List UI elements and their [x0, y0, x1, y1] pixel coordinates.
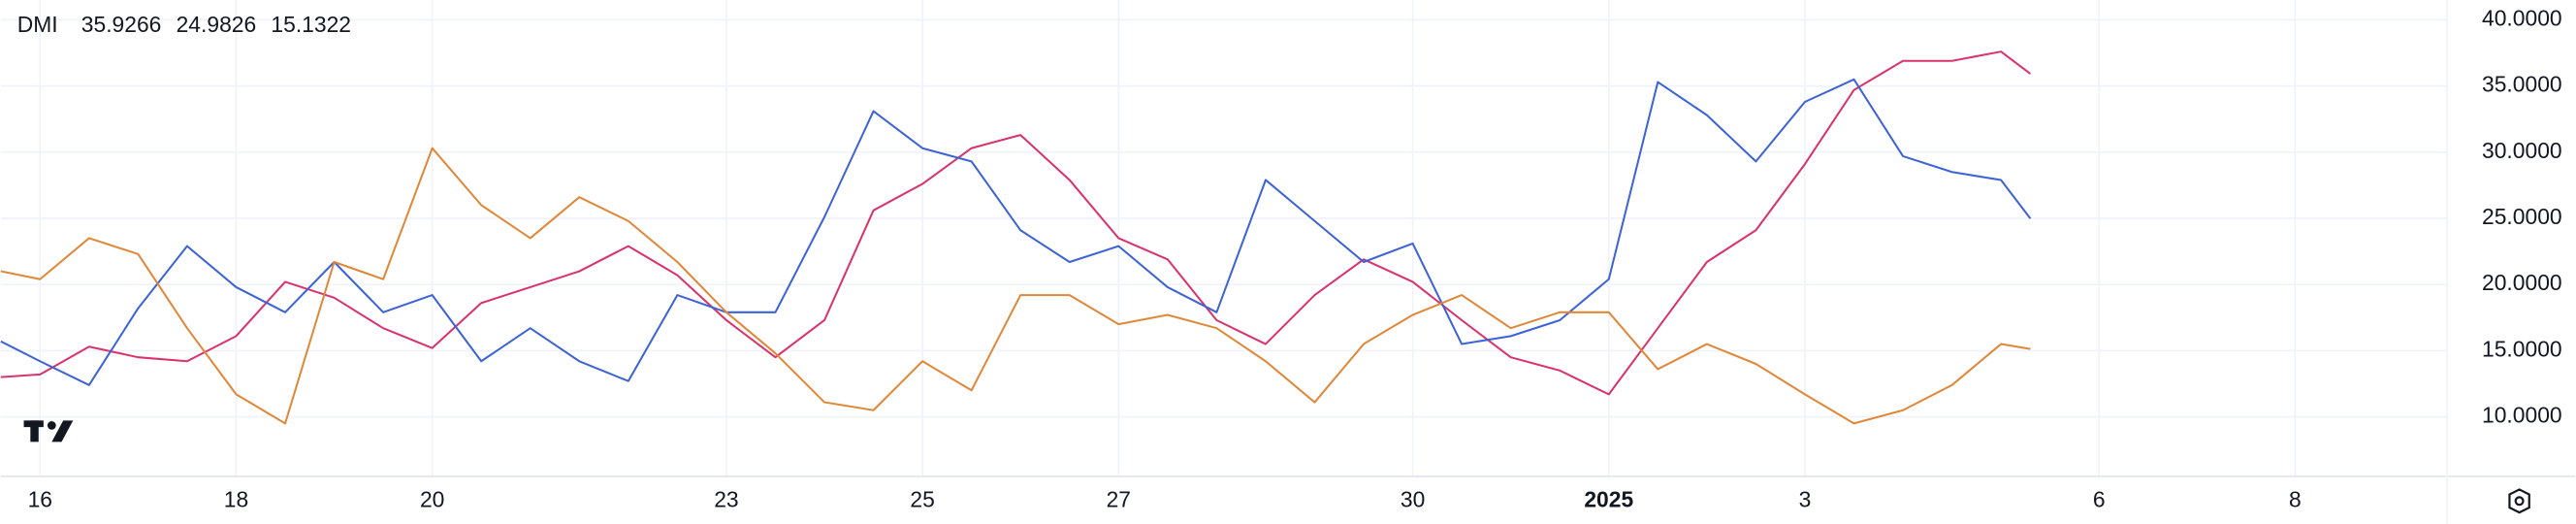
x-tick-label: 16 [28, 486, 52, 511]
x-tick-label: 3 [1799, 486, 1812, 511]
x-tick-label: 30 [1401, 486, 1425, 511]
y-tick-label: 30.0000 [2482, 138, 2562, 163]
chart-title: DMI [17, 12, 58, 37]
legend-value: 24.9826 [177, 12, 257, 37]
x-tick-label: 6 [2093, 486, 2106, 511]
x-tick-label: 25 [910, 486, 934, 511]
x-tick-label: 8 [2289, 486, 2302, 511]
series-line [0, 50, 2032, 396]
settings-icon[interactable] [2508, 488, 2530, 514]
legend-value: 35.9266 [81, 12, 162, 37]
y-tick-label: 25.0000 [2482, 204, 2562, 229]
x-tick-label: 18 [224, 486, 248, 511]
series-line [0, 147, 2031, 425]
series-line [0, 78, 2032, 386]
x-tick-label: 20 [420, 486, 444, 511]
tradingview-logo [23, 420, 74, 442]
x-tick-label: 23 [714, 486, 738, 511]
y-tick-label: 20.0000 [2482, 270, 2562, 295]
x-tick-label: 2025 [1584, 486, 1633, 511]
grid [0, 0, 2448, 476]
y-tick-label: 15.0000 [2482, 336, 2562, 361]
y-tick-label: 35.0000 [2482, 72, 2562, 97]
x-tick-label: 27 [1107, 486, 1131, 511]
y-tick-label: 10.0000 [2482, 403, 2562, 428]
y-tick-label: 40.0000 [2482, 5, 2562, 30]
legend-value: 15.1322 [271, 12, 351, 37]
